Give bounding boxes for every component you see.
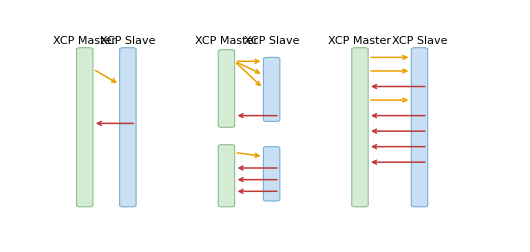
FancyBboxPatch shape	[76, 48, 93, 207]
FancyBboxPatch shape	[218, 50, 235, 127]
Text: XCP Slave: XCP Slave	[100, 36, 156, 46]
Text: XCP Master: XCP Master	[195, 36, 258, 46]
Text: XCP Slave: XCP Slave	[244, 36, 299, 46]
FancyBboxPatch shape	[263, 147, 280, 201]
Text: XCP Master: XCP Master	[53, 36, 116, 46]
FancyBboxPatch shape	[411, 48, 428, 207]
FancyBboxPatch shape	[352, 48, 368, 207]
FancyBboxPatch shape	[263, 57, 280, 121]
FancyBboxPatch shape	[218, 145, 235, 207]
FancyBboxPatch shape	[120, 48, 136, 207]
Text: XCP Master: XCP Master	[329, 36, 392, 46]
Text: XCP Slave: XCP Slave	[392, 36, 447, 46]
